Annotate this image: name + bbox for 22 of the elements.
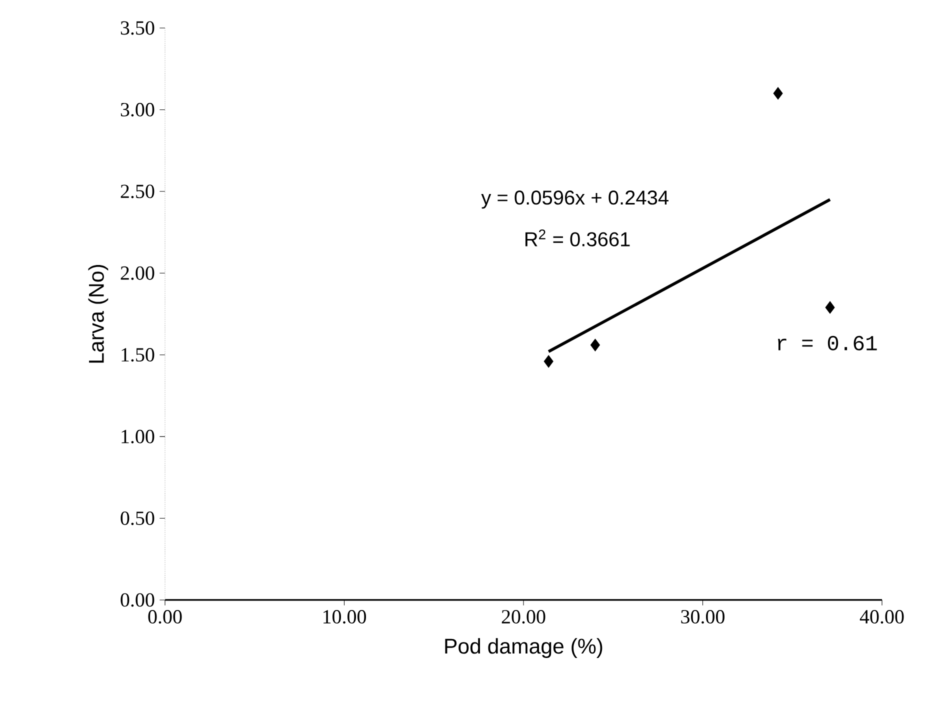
annotation: R$^{2}$ = 0.3661 bbox=[525, 229, 630, 246]
y-tick-label: 2.00 bbox=[120, 266, 154, 280]
y-tick-label: 3.50 bbox=[120, 21, 154, 35]
y-axis-title: Larva (No) bbox=[88, 264, 108, 363]
x-tick-label: 20.00 bbox=[502, 610, 546, 624]
y-tick-label: 1.50 bbox=[122, 348, 154, 362]
y-tick-label: 1.00 bbox=[122, 430, 154, 444]
y-tick-label: 0.50 bbox=[120, 511, 154, 526]
x-tick-label: 40.00 bbox=[860, 610, 904, 624]
y-tick-label: 3.00 bbox=[120, 102, 154, 117]
y-tick-label: 0.00 bbox=[120, 593, 154, 607]
x-tick-label: 0.00 bbox=[148, 610, 182, 624]
point bbox=[825, 301, 835, 314]
annotation: y = 0.0596x + 0.2434 bbox=[481, 190, 668, 209]
x-tick-label: 10.00 bbox=[324, 610, 366, 624]
annotation: r = 0.61 bbox=[778, 336, 877, 350]
x-axis-title: Pod damage (%) bbox=[445, 638, 602, 658]
point bbox=[590, 338, 600, 352]
y-tick-label: 2.50 bbox=[120, 184, 154, 198]
x-tick-label: 30.00 bbox=[681, 610, 724, 624]
point bbox=[773, 87, 783, 100]
point bbox=[544, 355, 554, 368]
